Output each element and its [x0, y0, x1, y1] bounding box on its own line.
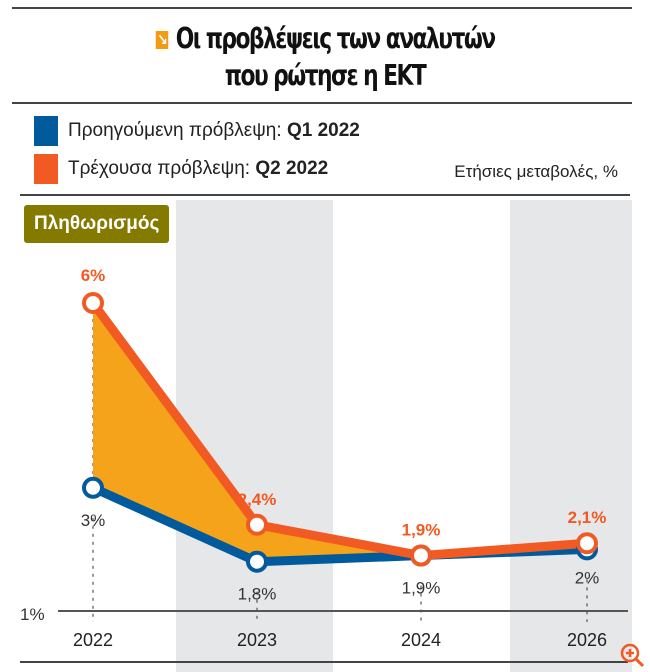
x-tick-label: 2023	[237, 630, 277, 650]
title-line-2: που ρώτησε η ΕΚΤ	[224, 59, 427, 92]
title-rule	[12, 102, 632, 104]
data-point	[82, 476, 104, 499]
data-label: 3%	[81, 511, 106, 530]
grey-band	[176, 200, 333, 672]
data-point	[410, 544, 432, 567]
panel-label: Πληθωρισμός	[24, 205, 170, 243]
data-label: 1,9%	[402, 521, 441, 540]
top-rule	[12, 7, 632, 9]
arrow-down-right-icon: ↘	[155, 30, 168, 49]
zoom-icon-handle	[634, 657, 645, 668]
zoom-icon-lens	[620, 643, 640, 663]
data-label: 1,9%	[402, 579, 441, 598]
series-line-current	[89, 300, 588, 561]
x-tick-label: 2026	[567, 630, 607, 650]
units-label: Ετήσιες μεταβολές, %	[454, 162, 618, 181]
legend-previous: Προηγούμενη πρόβλεψη: Q1 2022	[34, 116, 360, 146]
title-line-1: Οι προβλέψεις των αναλυτών	[175, 22, 496, 55]
zoom-icon-plus	[626, 649, 634, 657]
x-tick-label: 2022	[73, 630, 113, 650]
fill-between-area	[93, 303, 587, 562]
legend-swatch-blue	[34, 116, 58, 146]
data-label: 1,8%	[238, 585, 277, 604]
data-label: 2%	[575, 568, 600, 587]
legend-current: Τρέχουσα πρόβλεψη: Q2 2022	[34, 154, 328, 184]
data-point	[246, 513, 268, 536]
data-label: 2,4%	[238, 490, 277, 509]
zoom-icon[interactable]	[620, 643, 645, 668]
data-label: 2,1%	[568, 508, 607, 527]
chart-title: ↘ Οι προβλέψεις των αναλυτών που ρώτησε η…	[72, 20, 579, 94]
legend-rule	[20, 194, 630, 196]
x-tick-label: 2024	[401, 630, 441, 650]
baseline-label: 1%	[20, 605, 45, 624]
legend-period: Q1 2022	[286, 120, 360, 142]
legend-period: Q2 2022	[255, 158, 329, 180]
data-point	[576, 532, 598, 555]
grey-band	[510, 200, 632, 672]
data-point	[82, 292, 104, 314]
data-label: 6%	[81, 266, 106, 285]
legend-label: Προηγούμενη πρόβλεψη:	[68, 120, 282, 142]
legend-swatch-orange	[34, 154, 58, 184]
legend-label: Τρέχουσα πρόβλεψη:	[68, 158, 251, 180]
data-point	[246, 550, 268, 573]
